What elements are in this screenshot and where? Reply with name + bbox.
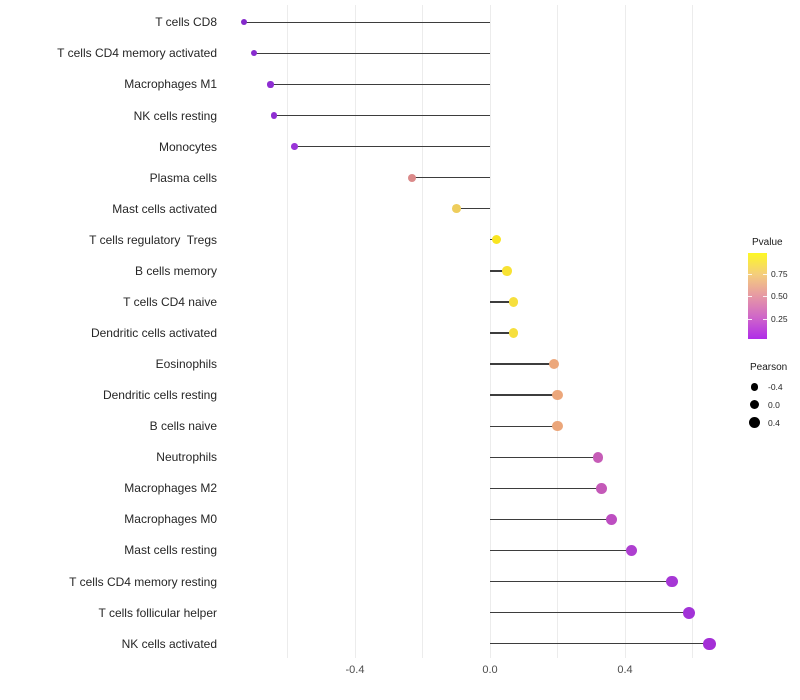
lollipop-dot xyxy=(502,266,512,276)
x-axis-tick-label: 0.4 xyxy=(617,664,633,676)
lollipop-dot xyxy=(240,19,247,26)
x-axis-tick-label: -0.4 xyxy=(345,664,365,676)
lollipop-dot xyxy=(592,451,604,463)
pearson-size-legend-dot xyxy=(749,400,760,410)
pearson-size-legend-dot xyxy=(748,417,761,429)
lollipop-dot xyxy=(290,143,298,150)
lollipop-dot xyxy=(408,173,417,182)
category-label: Eosinophils xyxy=(155,357,217,372)
x-gridline xyxy=(354,5,356,658)
pearson-size-legend-label: 0.0 xyxy=(768,399,780,410)
x-gridline xyxy=(557,5,558,658)
category-label: Macrophages M1 xyxy=(124,77,217,92)
lollipop-dot xyxy=(595,482,607,494)
x-gridline xyxy=(624,5,626,658)
lollipop-dot xyxy=(267,81,274,88)
category-label: Dendritic cells resting xyxy=(102,388,217,403)
lollipop-stem xyxy=(490,425,558,427)
lollipop-dot xyxy=(703,637,716,650)
category-label: Macrophages M0 xyxy=(124,512,217,527)
category-label: T cells CD4 memory activated xyxy=(57,46,217,61)
category-label: NK cells activated xyxy=(121,636,217,651)
lollipop-stem xyxy=(456,208,490,210)
pvalue-colorbar-tickmark xyxy=(748,274,752,276)
lollipop-stem xyxy=(253,52,490,55)
category-label: T cells CD4 naive xyxy=(123,294,217,309)
lollipop-dot xyxy=(552,390,563,401)
category-label: B cells naive xyxy=(149,419,217,434)
pvalue-colorbar-tickmark xyxy=(748,296,752,298)
lollipop-dot xyxy=(508,297,519,307)
lollipop-stem xyxy=(490,456,598,458)
pvalue-colorbar-tickmark xyxy=(763,296,767,298)
pearson-size-legend-dot xyxy=(750,383,759,391)
x-gridline xyxy=(692,5,693,658)
lollipop-dot xyxy=(508,328,519,338)
lollipop-dot xyxy=(626,544,638,557)
lollipop-stem xyxy=(274,114,490,117)
pvalue-colorbar-tickmark xyxy=(748,318,752,320)
pvalue-colorbar xyxy=(748,253,767,339)
category-label: Dendritic cells activated xyxy=(90,326,217,340)
x-gridline xyxy=(489,5,491,658)
category-label: T cells CD8 xyxy=(155,15,217,30)
x-gridline xyxy=(287,5,288,658)
lollipop-stem xyxy=(243,21,490,23)
lollipop-stem xyxy=(294,145,490,148)
lollipop-stem xyxy=(412,176,490,179)
pvalue-colorbar-tick-label: 0.25 xyxy=(771,313,788,324)
lollipop-dot xyxy=(666,575,679,588)
lollipop-dot xyxy=(683,606,696,619)
lollipop-dot xyxy=(492,235,502,245)
pvalue-legend-title: Pvalue xyxy=(752,237,783,248)
category-label: Neutrophils xyxy=(156,450,217,465)
lollipop-stem xyxy=(490,518,612,521)
pearson-size-legend-label: 0.4 xyxy=(768,417,780,428)
lollipop-stem xyxy=(490,549,632,552)
pvalue-colorbar-tickmark xyxy=(763,274,767,276)
lollipop-dot xyxy=(250,50,257,57)
category-label: Monocytes xyxy=(158,139,217,154)
lollipop-stem xyxy=(490,332,514,334)
lollipop-stem xyxy=(490,270,507,272)
x-axis-tick-label: 0.0 xyxy=(482,664,498,676)
category-label: Plasma cells xyxy=(149,170,217,185)
lollipop-dot xyxy=(606,513,617,525)
pvalue-colorbar-tick-label: 0.75 xyxy=(771,269,788,280)
lollipop-dot xyxy=(552,421,563,432)
category-label: T cells follicular helper xyxy=(98,605,218,620)
lollipop-dot xyxy=(270,112,278,119)
lollipop-stem xyxy=(270,83,490,86)
pvalue-colorbar-tick-label: 0.50 xyxy=(771,291,788,302)
category-label: T cells regulatory Tregs xyxy=(89,232,217,247)
pvalue-colorbar-tickmark xyxy=(763,318,767,320)
x-gridline xyxy=(422,5,423,658)
lollipop-stem xyxy=(490,611,690,614)
lollipop-dot xyxy=(549,358,560,370)
lollipop-stem xyxy=(490,301,514,303)
lollipop-stem xyxy=(490,643,710,645)
category-label: Mast cells activated xyxy=(112,201,217,216)
pearson-size-legend-label: -0.4 xyxy=(768,382,783,392)
lollipop-stem xyxy=(490,363,555,365)
pearson-legend-title: Pearson xyxy=(750,362,788,373)
lollipop-stem xyxy=(490,580,673,583)
lollipop-stem xyxy=(490,394,558,396)
category-label: NK cells resting xyxy=(133,108,217,123)
category-label: T cells CD4 memory resting xyxy=(69,574,217,589)
category-label: B cells memory xyxy=(134,263,217,278)
lollipop-dot xyxy=(451,204,461,214)
category-label: Macrophages M2 xyxy=(124,481,217,496)
lollipop-stem xyxy=(490,487,602,490)
category-label: Mast cells resting xyxy=(124,543,217,558)
